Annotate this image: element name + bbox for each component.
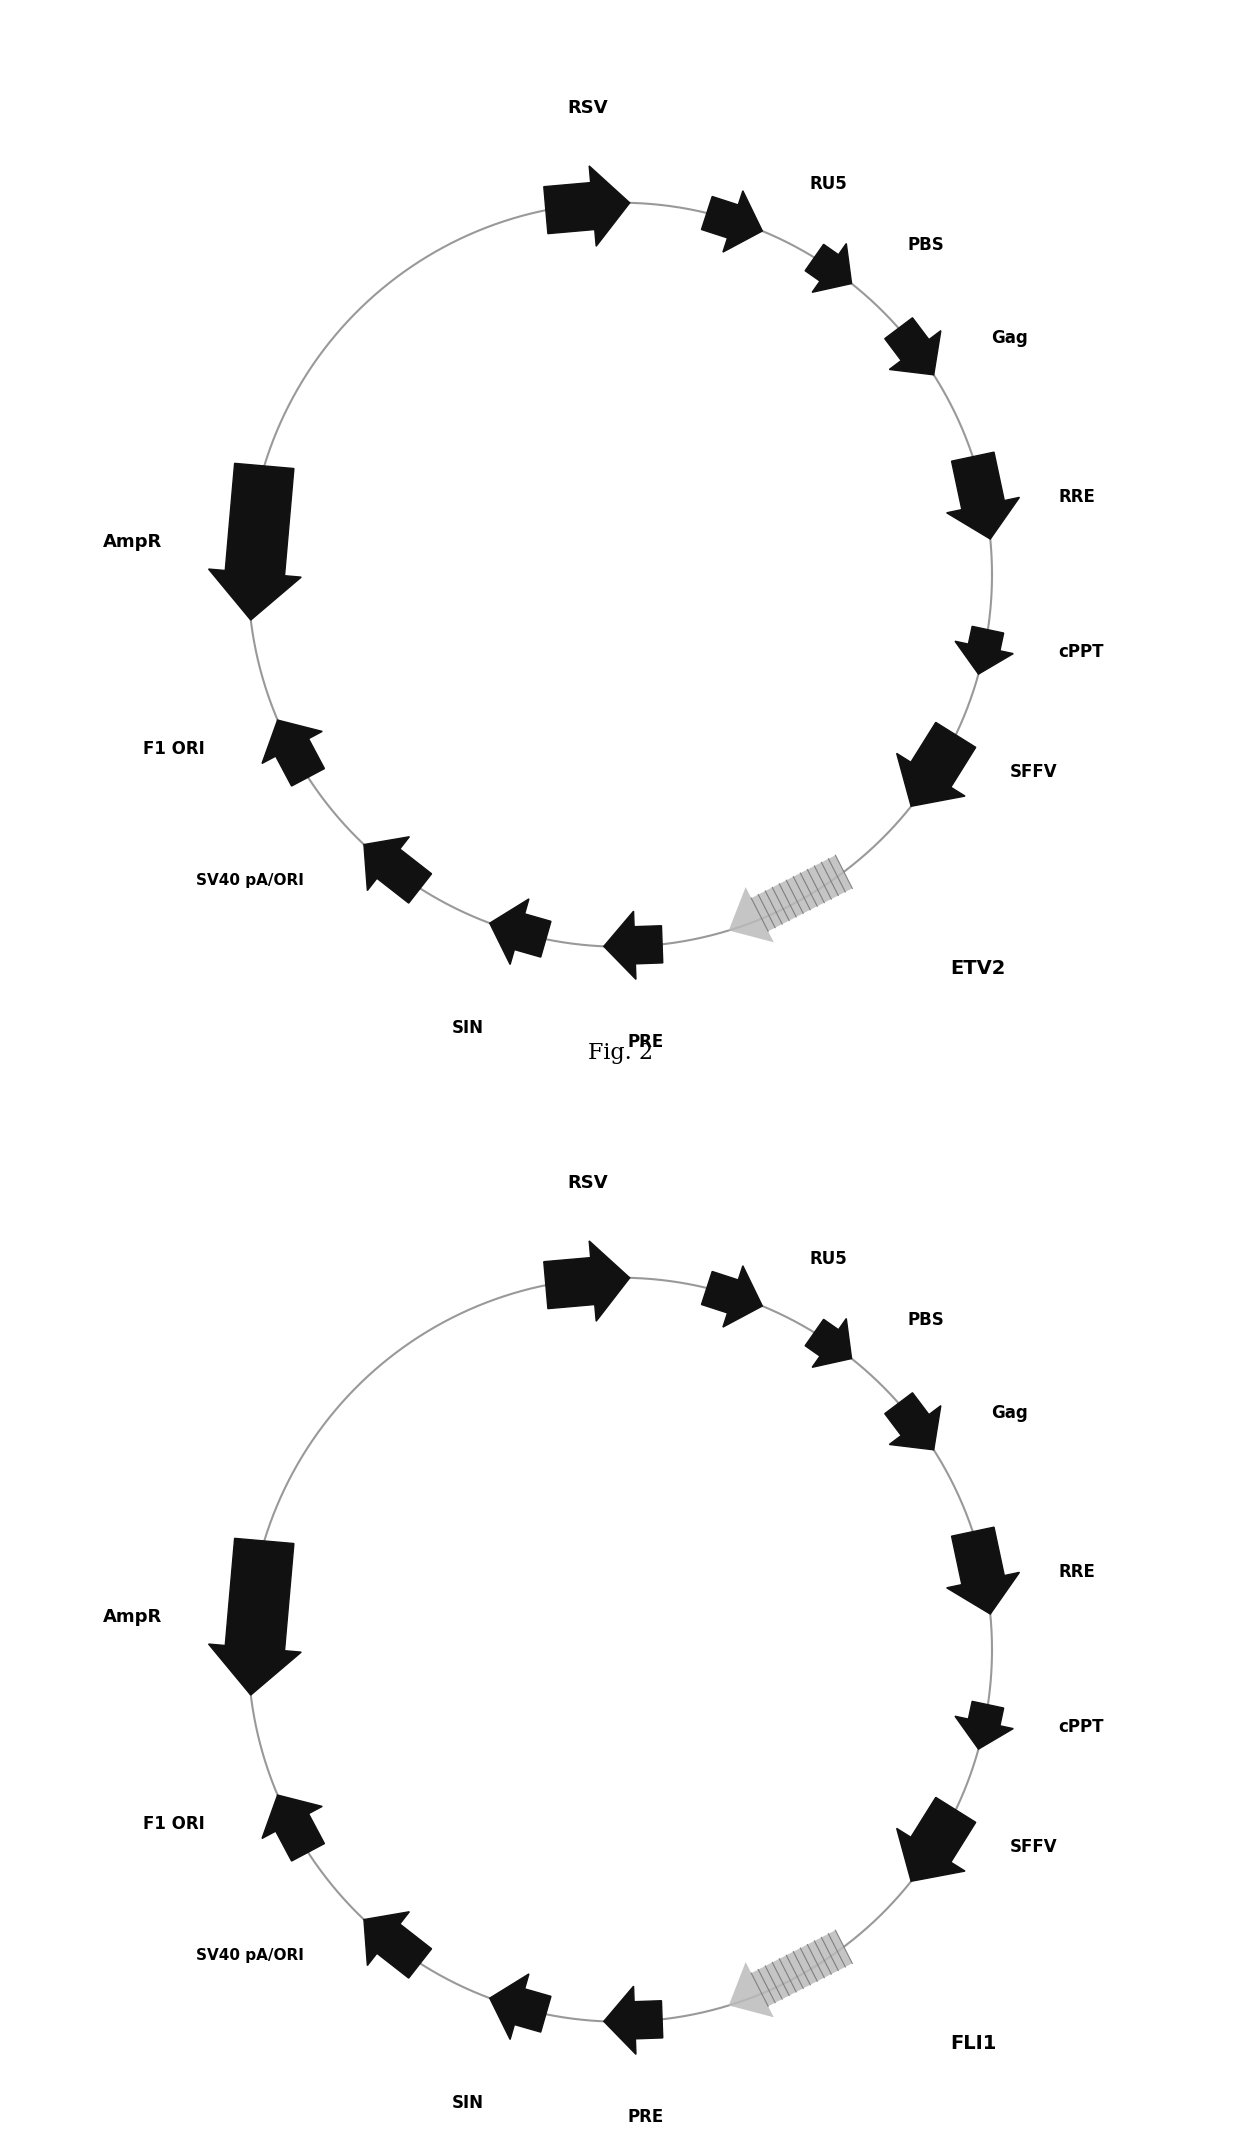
Text: RSV: RSV xyxy=(567,1174,608,1193)
Text: SFFV: SFFV xyxy=(1009,1838,1058,1855)
Polygon shape xyxy=(515,1989,551,2032)
Text: FLI1: FLI1 xyxy=(950,2034,997,2053)
Text: SV40 pA/ORI: SV40 pA/ORI xyxy=(196,873,304,888)
Polygon shape xyxy=(589,166,630,247)
Polygon shape xyxy=(805,1320,838,1357)
Polygon shape xyxy=(490,899,529,965)
Polygon shape xyxy=(968,1701,1003,1726)
Polygon shape xyxy=(885,318,929,361)
Text: RRE: RRE xyxy=(1058,1563,1095,1582)
Text: SV40 pA/ORI: SV40 pA/ORI xyxy=(196,1948,304,1963)
Polygon shape xyxy=(490,1974,529,2040)
Polygon shape xyxy=(968,626,1003,651)
Polygon shape xyxy=(723,1266,763,1327)
Polygon shape xyxy=(702,1271,738,1314)
Text: cPPT: cPPT xyxy=(1058,643,1104,660)
Polygon shape xyxy=(377,849,432,903)
Polygon shape xyxy=(515,914,551,957)
Polygon shape xyxy=(729,1963,774,2017)
Text: AmpR: AmpR xyxy=(103,1608,162,1625)
Text: SFFV: SFFV xyxy=(1009,763,1058,780)
Text: F1 ORI: F1 ORI xyxy=(143,740,205,759)
Polygon shape xyxy=(702,196,738,239)
Polygon shape xyxy=(377,1924,432,1978)
Polygon shape xyxy=(955,641,1013,675)
Polygon shape xyxy=(751,1931,852,2006)
Polygon shape xyxy=(911,1797,976,1862)
Text: SIN: SIN xyxy=(451,1019,484,1036)
Polygon shape xyxy=(885,1393,929,1436)
Text: Fig. 2: Fig. 2 xyxy=(588,1043,652,1064)
Text: SIN: SIN xyxy=(451,2094,484,2111)
Polygon shape xyxy=(897,752,965,806)
Polygon shape xyxy=(946,1572,1019,1615)
Polygon shape xyxy=(805,245,838,282)
Polygon shape xyxy=(951,1526,1004,1585)
Polygon shape xyxy=(951,452,1004,510)
Polygon shape xyxy=(729,888,774,942)
Polygon shape xyxy=(723,191,763,252)
Polygon shape xyxy=(955,1716,1013,1750)
Polygon shape xyxy=(275,740,325,787)
Text: RSV: RSV xyxy=(567,99,608,118)
Text: AmpR: AmpR xyxy=(103,533,162,550)
Text: PBS: PBS xyxy=(908,236,945,254)
Polygon shape xyxy=(889,331,941,374)
Polygon shape xyxy=(889,1406,941,1449)
Polygon shape xyxy=(604,912,636,980)
Polygon shape xyxy=(363,836,409,890)
Text: PRE: PRE xyxy=(627,2109,663,2126)
Polygon shape xyxy=(275,1815,325,1862)
Polygon shape xyxy=(634,2002,662,2038)
Polygon shape xyxy=(946,497,1019,540)
Polygon shape xyxy=(604,1987,636,2055)
Text: PBS: PBS xyxy=(908,1312,945,1329)
Polygon shape xyxy=(262,1795,322,1838)
Polygon shape xyxy=(226,464,294,576)
Text: RRE: RRE xyxy=(1058,488,1095,507)
Text: F1 ORI: F1 ORI xyxy=(143,1815,205,1834)
Polygon shape xyxy=(363,1911,409,1965)
Polygon shape xyxy=(812,1318,852,1367)
Text: ETV2: ETV2 xyxy=(950,959,1006,978)
Polygon shape xyxy=(911,722,976,787)
Polygon shape xyxy=(262,720,322,763)
Polygon shape xyxy=(226,1539,294,1651)
Text: Gag: Gag xyxy=(992,1404,1028,1423)
Polygon shape xyxy=(812,243,852,292)
Polygon shape xyxy=(634,927,662,963)
Text: Gag: Gag xyxy=(992,329,1028,348)
Polygon shape xyxy=(897,1828,965,1881)
Polygon shape xyxy=(208,570,301,619)
Polygon shape xyxy=(544,183,595,234)
Polygon shape xyxy=(751,856,852,931)
Text: RU5: RU5 xyxy=(810,174,847,194)
Polygon shape xyxy=(544,1258,595,1309)
Text: PRE: PRE xyxy=(627,1034,663,1051)
Polygon shape xyxy=(589,1241,630,1322)
Text: RU5: RU5 xyxy=(810,1249,847,1268)
Text: cPPT: cPPT xyxy=(1058,1718,1104,1735)
Polygon shape xyxy=(208,1645,301,1694)
